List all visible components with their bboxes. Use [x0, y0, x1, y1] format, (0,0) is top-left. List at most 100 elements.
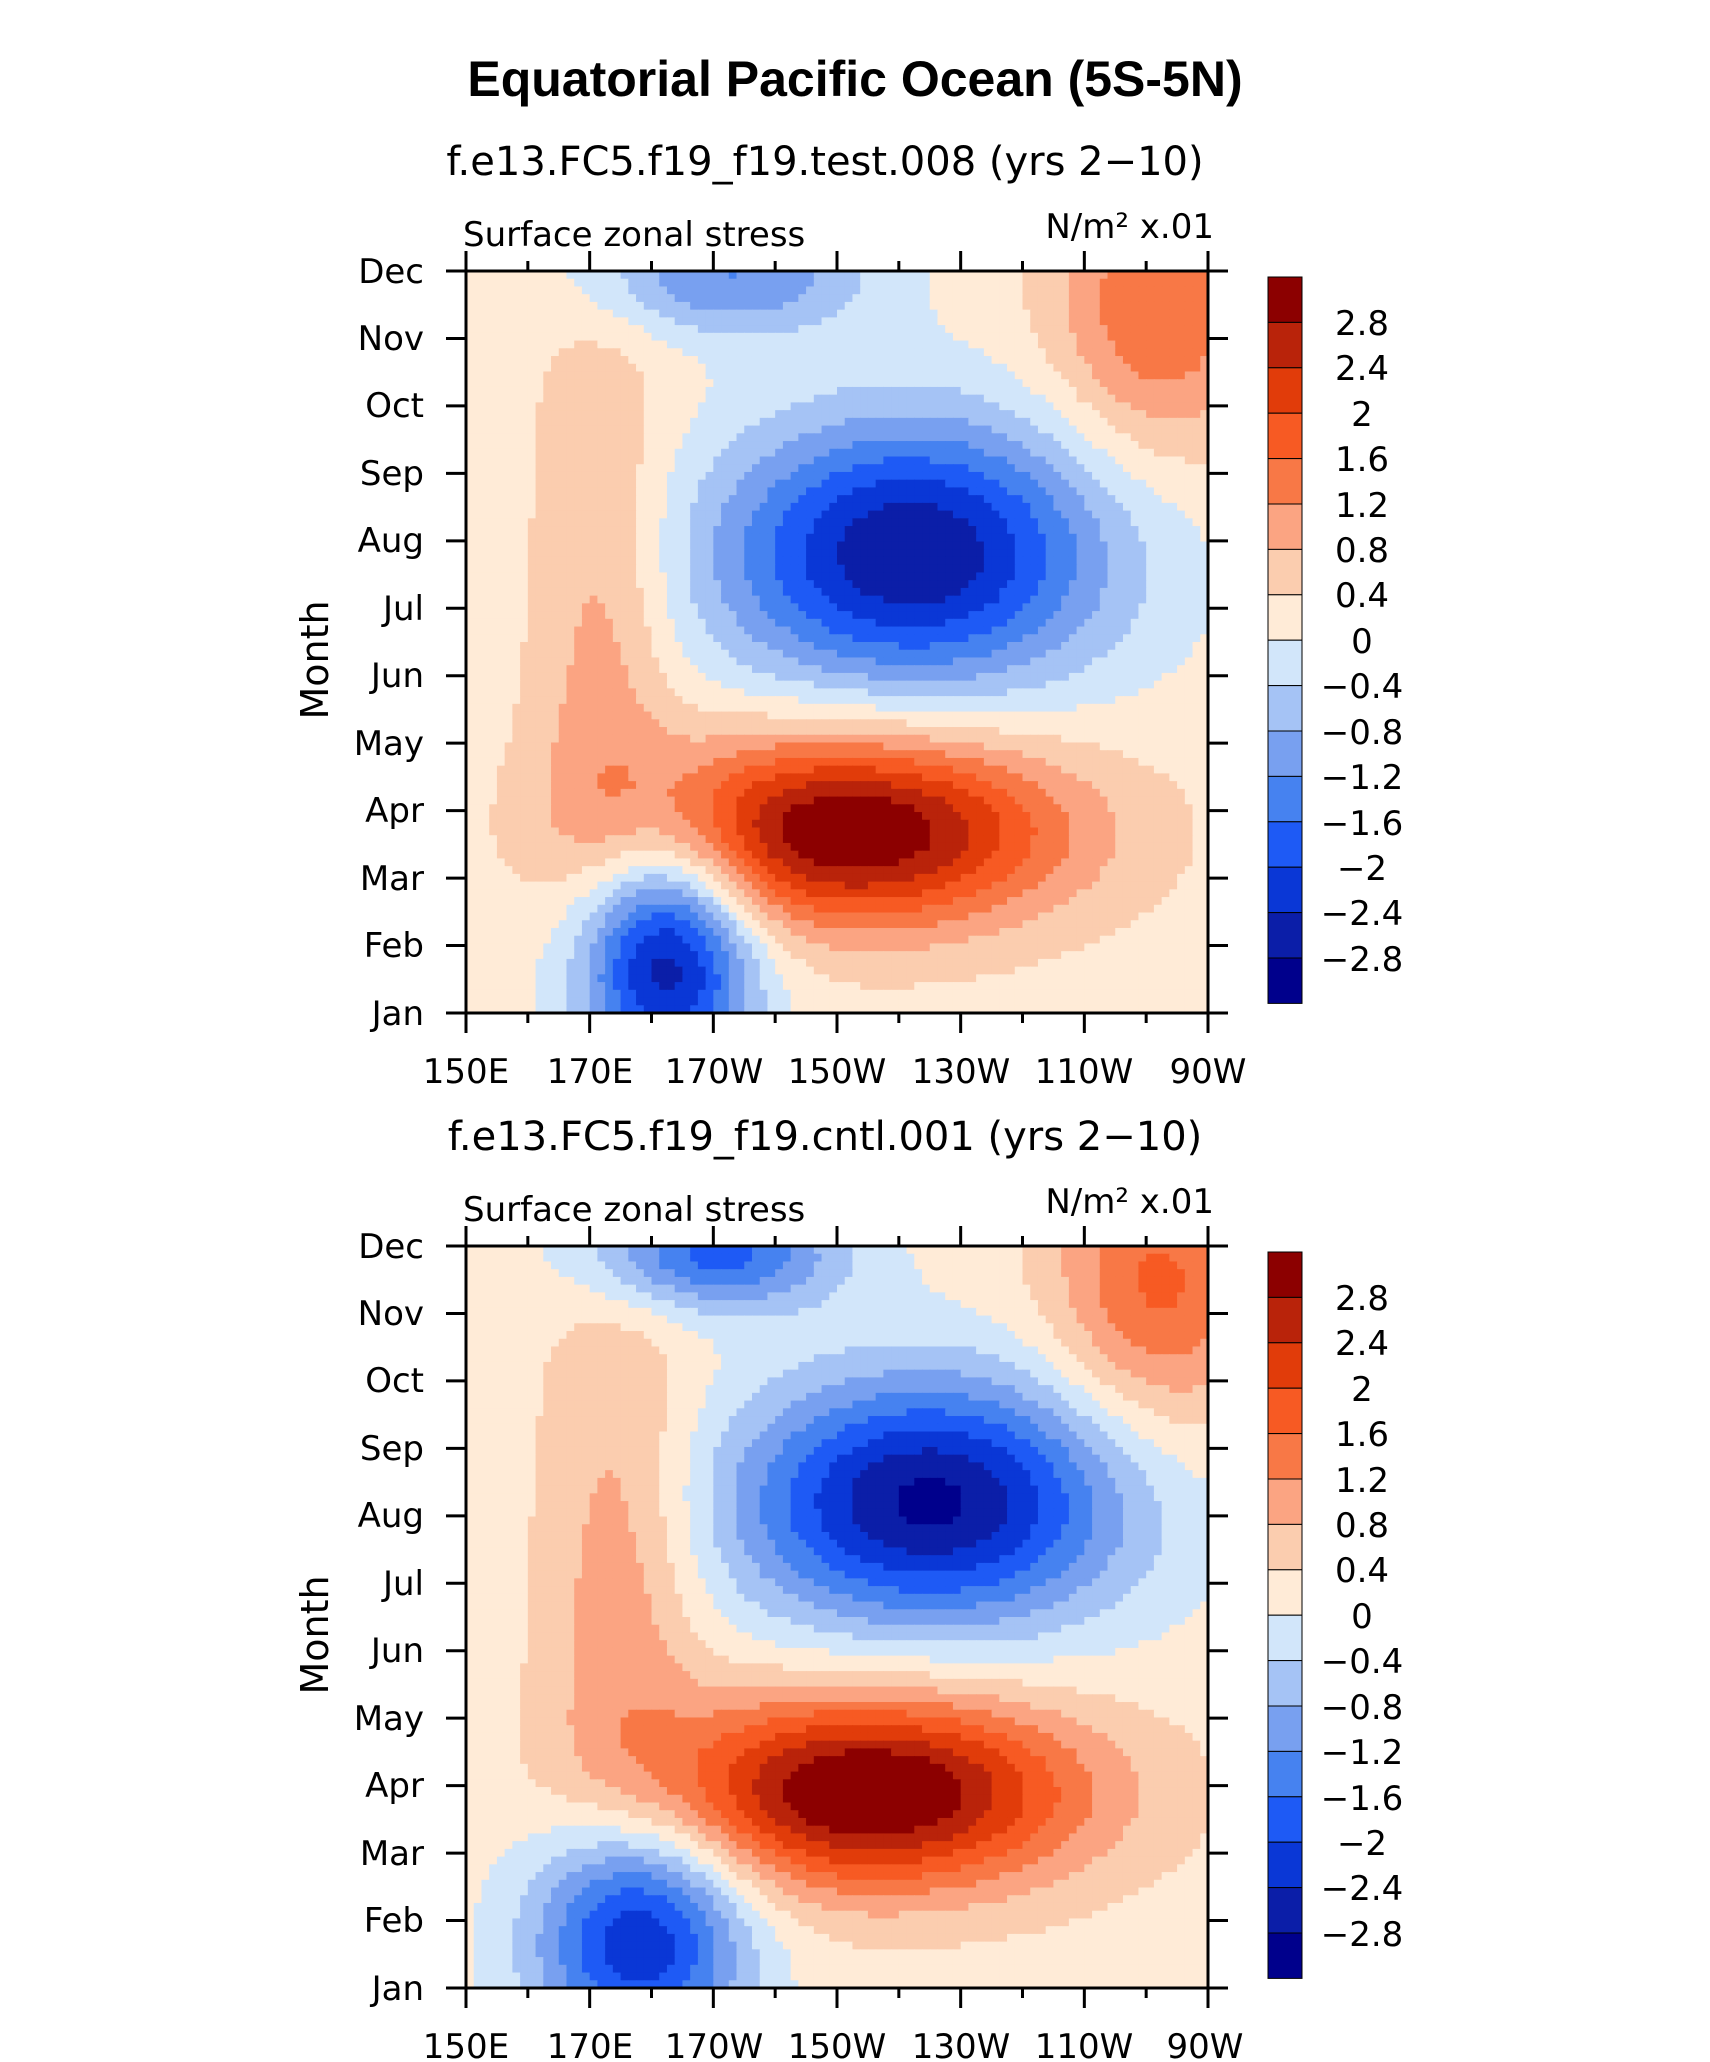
contour-cell	[697, 317, 707, 326]
contour-cell	[535, 325, 544, 334]
contour-cell	[597, 363, 606, 373]
contour-cell	[697, 348, 707, 357]
contour-cell	[1022, 394, 1031, 403]
contour-cell	[1192, 533, 1201, 543]
contour-cell	[504, 441, 513, 450]
contour-cell	[504, 549, 513, 558]
contour-cell	[775, 425, 784, 434]
contour-cell	[558, 425, 568, 434]
contour-cell	[860, 518, 869, 527]
contour-cell	[527, 417, 537, 427]
contour-cell	[558, 371, 568, 380]
contour-cell	[527, 425, 537, 434]
contour-cell	[1192, 294, 1201, 303]
contour-cell	[922, 487, 931, 496]
contour-cell	[852, 556, 861, 566]
contour-cell	[1122, 278, 1132, 288]
contour-cell	[1107, 456, 1116, 465]
contour-cell	[798, 433, 807, 442]
contour-cell	[898, 518, 908, 527]
contour-cell	[759, 541, 769, 550]
contour-cell	[566, 402, 575, 411]
contour-cell	[759, 317, 769, 326]
contour-cell	[1184, 386, 1194, 396]
contour-cell	[775, 294, 784, 303]
contour-cell	[821, 611, 830, 620]
contour-cell	[1169, 526, 1178, 535]
contour-cell	[744, 348, 753, 357]
contour-cell	[612, 587, 622, 597]
contour-cell	[751, 471, 761, 481]
contour-cell	[1030, 371, 1039, 380]
contour-cell	[860, 626, 869, 635]
contour-cell	[1130, 340, 1140, 349]
contour-cell	[473, 649, 483, 659]
contour-cell	[875, 603, 884, 612]
contour-cell	[837, 309, 846, 318]
contour-cell	[759, 526, 769, 535]
contour-cell	[690, 317, 699, 326]
contour-cell	[751, 317, 761, 326]
contour-cell	[813, 634, 823, 643]
contour-cell	[1138, 564, 1147, 574]
contour-cell	[612, 580, 622, 589]
contour-cell	[821, 479, 830, 489]
contour-cell	[597, 549, 606, 558]
contour-cell	[937, 603, 946, 612]
contour-cell	[597, 309, 606, 318]
contour-cell	[813, 363, 823, 373]
contour-cell	[1146, 556, 1155, 566]
contour-cell	[922, 371, 931, 380]
contour-cell	[682, 278, 691, 288]
contour-cell	[1138, 332, 1147, 342]
contour-cell	[1161, 340, 1170, 349]
contour-cell	[1107, 533, 1116, 543]
contour-cell	[937, 417, 946, 427]
contour-cell	[1200, 495, 1209, 504]
contour-cell	[1061, 479, 1070, 489]
contour-cell	[728, 657, 738, 666]
contour-cell	[1076, 394, 1085, 403]
contour-cell	[1122, 487, 1132, 496]
contour-cell	[952, 325, 962, 334]
contour-cell	[574, 386, 583, 396]
contour-cell	[960, 402, 969, 411]
contour-cell	[628, 572, 637, 581]
contour-cell	[721, 634, 730, 643]
contour-cell	[1177, 556, 1186, 566]
contour-cell	[898, 618, 908, 628]
contour-cell	[1146, 271, 1155, 280]
contour-cell	[581, 533, 591, 543]
contour-cell	[504, 649, 513, 659]
contour-cell	[1161, 363, 1170, 373]
contour-cell	[806, 595, 815, 604]
contour-cell	[883, 332, 892, 342]
contour-cell	[1169, 556, 1178, 566]
contour-cell	[566, 433, 575, 442]
contour-cell	[543, 587, 552, 597]
contour-cell	[1007, 348, 1016, 357]
contour-cell	[566, 642, 575, 651]
contour-cell	[682, 464, 691, 473]
contour-cell	[574, 425, 583, 434]
contour-cell	[898, 386, 908, 396]
contour-cell	[906, 479, 915, 489]
contour-cell	[666, 502, 676, 512]
contour-cell	[527, 611, 537, 620]
contour-cell	[759, 363, 769, 373]
contour-cell	[1161, 665, 1170, 674]
contour-cell	[605, 386, 614, 396]
contour-cell	[906, 356, 915, 365]
contour-cell	[790, 642, 799, 651]
contour-cell	[520, 510, 529, 519]
contour-cell	[875, 325, 884, 334]
contour-cell	[636, 580, 645, 589]
contour-cell	[682, 356, 691, 365]
contour-cell	[504, 286, 513, 295]
contour-cell	[1030, 286, 1039, 295]
contour-cell	[775, 317, 784, 326]
contour-cell	[605, 317, 614, 326]
contour-cell	[1146, 379, 1155, 388]
contour-cell	[589, 549, 598, 558]
contour-cell	[1053, 325, 1062, 334]
